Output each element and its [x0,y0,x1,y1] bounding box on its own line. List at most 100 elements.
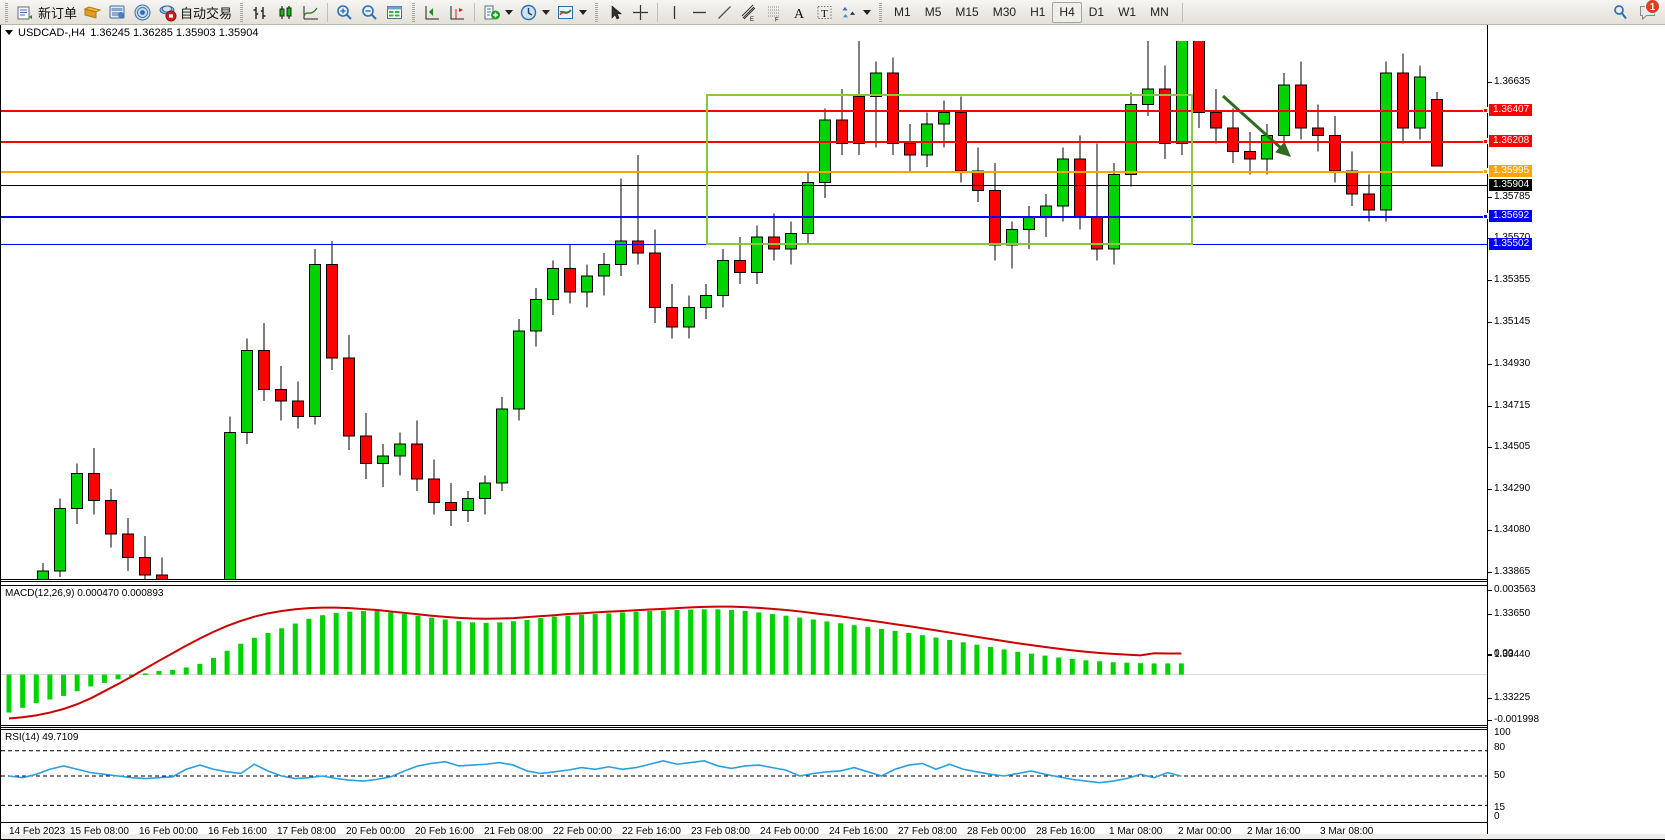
crosshair-icon [631,3,650,22]
macd-pane[interactable]: MACD(12,26,9) 0.000470 0.000893 [1,585,1487,725]
resistance-line-1-anchor[interactable] [1483,108,1488,113]
main-toolbar: 新订单 [0,0,1665,25]
rsi-pane[interactable]: RSI(14) 49.7109 [1,729,1487,821]
resistance-line-1[interactable] [1,108,1488,113]
timeframe-mn[interactable]: MN [1150,4,1169,19]
chat-icon[interactable]: 1 [1638,0,1660,22]
crosshair-button[interactable] [628,1,653,24]
price-tick-label: 1.35570 [1494,232,1530,243]
shapes-button[interactable] [837,1,874,24]
data-window-button[interactable] [382,1,407,24]
macd-tick-mark [1488,654,1492,655]
time-tick-label: 2 Mar 16:00 [1247,826,1301,837]
autotrade-button[interactable]: 自动交易 [155,1,235,24]
toolbar-grip-2[interactable] [238,2,246,22]
rsi-axis-label: 15 [1494,802,1506,813]
line-chart-button[interactable] [298,1,323,24]
fibonacci-retracement-button[interactable]: F [762,1,787,24]
toolbar-grip[interactable] [3,2,10,22]
time-tick-label: 14 Feb 2023 [9,826,66,837]
macd-axis-label: 0.00 [1494,648,1514,659]
timeframe-d1[interactable]: D1 [1088,4,1105,19]
time-tick-label: 16 Feb 16:00 [208,826,267,837]
support-line-1-anchor[interactable] [1483,214,1488,219]
pivot-line[interactable] [1,169,1488,174]
chevron-down-icon-3[interactable] [579,9,588,15]
price-tick-mark [1488,530,1492,531]
resistance-line-2[interactable] [1,139,1488,144]
svg-text:E: E [750,17,754,22]
last-price-line[interactable] [1,185,1487,186]
zoom-out-button[interactable] [357,1,382,24]
resistance-line-1-price-label[interactable]: 1.36407 [1489,104,1533,116]
timeframe-w1[interactable]: W1 [1118,4,1137,19]
pivot-line-anchor[interactable] [1483,169,1488,174]
toolbar-grip-4[interactable] [593,2,601,22]
timeframe-h4[interactable]: H4 [1052,1,1082,23]
new-order-label: 新订单 [38,5,78,21]
cursor-button[interactable] [603,1,628,24]
price-tick-mark [1488,364,1492,365]
price-tick-mark [1488,322,1492,323]
chevron-down-icon[interactable] [505,9,514,15]
chart-menu-caret-icon[interactable] [5,30,13,35]
chart-window[interactable]: USDCAD-,H4 1.36245 1.36285 1.35903 1.359… [0,6,1665,840]
new-order-button[interactable]: 新订单 [13,1,80,24]
resistance-line-2-price-label[interactable]: 1.36208 [1489,135,1533,147]
cursor-icon [606,3,625,22]
text-label-button[interactable]: T [812,1,837,24]
macd-tick-mark [1488,590,1492,591]
time-tick-label: 28 Feb 00:00 [967,826,1026,837]
market-watch-button[interactable] [130,1,155,24]
resistance-line-2-anchor[interactable] [1483,139,1488,144]
radar-icon [133,3,152,22]
candlestick-chart-button[interactable] [273,1,298,24]
timeframe-m15[interactable]: M15 [955,4,979,19]
period-button[interactable] [516,1,553,24]
timeframe-m5[interactable]: M5 [924,4,942,19]
chart-shift-button[interactable] [445,1,470,24]
pane-divider-1[interactable] [1,579,1487,582]
add-indicator-button[interactable] [479,1,516,24]
toolbar-grip-5[interactable] [877,2,885,22]
search-icon[interactable] [1611,3,1630,22]
rsi-plot [1,750,1487,806]
rsi-axis-label: 100 [1494,727,1511,738]
support-line-1[interactable] [1,214,1488,219]
rsi-axis-label: 80 [1494,742,1506,753]
time-tick-label: 16 Feb 00:00 [139,826,198,837]
support-line-2-price-label[interactable]: 1.35502 [1489,238,1533,250]
support-line-1-price-label[interactable]: 1.35692 [1489,210,1533,222]
price-axis[interactable]: 1.36635 1.35785 1.35570 1.35355 1.35145 1.349… [1483,25,1665,838]
last-price-line-price-label[interactable]: 1.35904 [1489,179,1533,191]
zoom-in-button[interactable] [332,1,357,24]
chevron-down-icon-4[interactable] [863,9,872,15]
auto-scroll-button[interactable] [420,1,445,24]
vertical-line-button[interactable] [662,1,687,24]
equidistant-channel-button[interactable]: E [737,1,762,24]
price-pane[interactable] [1,6,1488,687]
time-tick-label: 22 Feb 16:00 [622,826,681,837]
terminal-button[interactable] [105,1,130,24]
timeframe-h1[interactable]: H1 [1030,4,1046,19]
text-icon: A [790,3,809,22]
toolbar-grip-3[interactable] [410,2,418,22]
timeframe-m30[interactable]: M30 [992,4,1017,19]
line-chart-icon [301,3,320,22]
trendline-icon [715,3,734,22]
pane-divider-2[interactable] [1,725,1487,728]
consolidation-rectangle[interactable] [706,94,1193,245]
macd-axis-label: 0.003563 [1494,584,1536,595]
pivot-line-price-label[interactable]: 1.35995 [1489,165,1533,177]
horizontal-scrollbar[interactable] [1,834,1665,839]
time-tick-label: 17 Feb 08:00 [277,826,336,837]
chevron-down-icon-2[interactable] [542,9,551,15]
trendline-button[interactable] [712,1,737,24]
text-button[interactable]: A [787,1,812,24]
folder-button[interactable] [80,1,105,24]
price-tick-label: 1.35785 [1494,191,1531,202]
timeframe-m1[interactable]: M1 [894,4,911,19]
templates-button[interactable] [553,1,590,24]
bar-chart-button[interactable] [248,1,273,24]
horizontal-line-button[interactable] [687,1,712,24]
